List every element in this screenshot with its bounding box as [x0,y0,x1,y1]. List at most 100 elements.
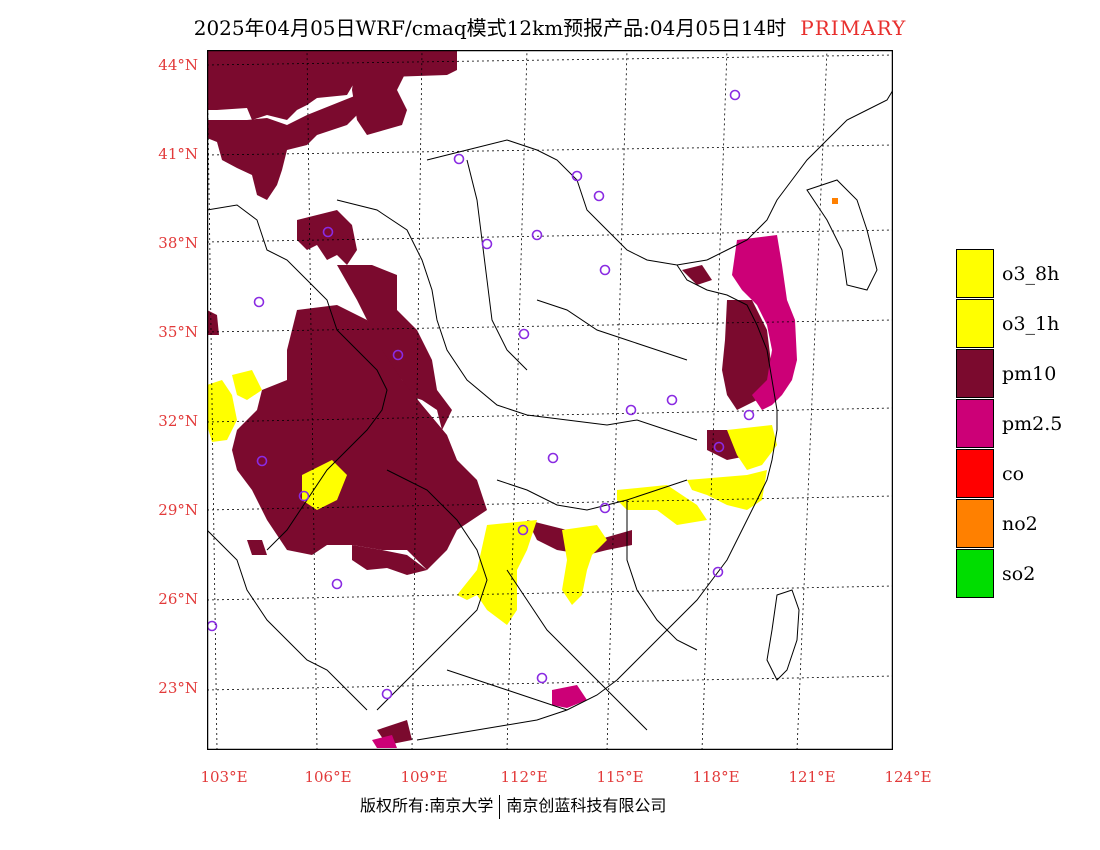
pm25-south-strip [372,735,397,748]
lat-tick-label: 26°N [158,590,198,608]
station-marker [298,490,310,502]
taiwan-outline [766,589,800,681]
legend-item-o3-1h: o3_1h [956,299,1100,349]
legend-swatch [956,549,994,598]
pm10-loess-region [337,265,452,430]
o3-coastal-patch [727,425,777,470]
lon-tick-label: 103°E [200,768,248,786]
station-markers [207,89,755,700]
lat-tick-label: 29°N [158,501,198,519]
legend-label: no2 [1002,513,1038,535]
lon-tick-label: 109°E [400,768,448,786]
copyright-footer: 版权所有:南京大学 南京创蓝科技有限公司 [360,792,666,819]
station-marker [729,89,741,101]
station-marker [625,404,637,416]
pm10-inner-mongolia-region [207,95,362,200]
legend-item-pm10: pm10 [956,349,1100,399]
pm10-layer [207,50,772,745]
station-marker [599,502,611,514]
legend-swatch [956,449,994,498]
graticule [207,50,893,750]
pm10-southwest-strip [247,540,267,555]
primary-label: PRIMARY [800,16,907,40]
chart-title: 2025年04月05日WRF/cmaq模式12km预报产品:04月05日14时 P… [0,12,1100,41]
pm10-west-edge-region [207,310,219,335]
footer-separator [499,794,501,819]
lat-tick-label: 38°N [158,234,198,252]
pm25-layer [372,235,797,748]
lon-tick-label: 124°E [884,768,932,786]
legend-swatch [956,349,994,398]
legend-swatch [956,399,994,448]
o3-hunan-patch [457,520,537,625]
lon-tick-label: 112°E [500,768,548,786]
station-marker [571,170,583,182]
coastline [416,89,893,741]
forecast-map [207,50,893,750]
lat-tick-label: 32°N [158,412,198,430]
o3-yunnan-patch [232,370,262,400]
o3-west-patch [207,380,237,442]
pm10-guizhou-region [352,545,427,575]
pm10-north-china-region [352,50,407,135]
station-marker [481,238,493,250]
o3-jiangxi-patch [562,525,607,605]
station-marker [593,190,605,202]
o3-fujian-band [617,485,707,525]
legend-label: o3_8h [1002,263,1060,285]
station-marker [253,296,265,308]
copyright-company: 南京创蓝科技有限公司 [506,796,667,815]
station-marker [743,409,755,421]
o3-zhejiang-band [687,470,767,510]
legend-item-o3-8h: o3_8h [956,249,1100,299]
station-marker [666,394,678,406]
o3-sichuan-patch [302,460,347,510]
legend-item-co: co [956,449,1100,499]
pm10-ordos-region [297,210,357,265]
station-marker [599,264,611,276]
station-marker [381,688,393,700]
legend-swatch [956,499,994,548]
station-marker [713,441,725,453]
legend-swatch [956,299,994,348]
station-marker [518,328,530,340]
lat-tick-label: 44°N [158,56,198,74]
lat-tick-label: 41°N [158,145,198,163]
legend-swatch [956,249,994,298]
lat-tick-label: 35°N [158,323,198,341]
pm25-guangdong-coast [552,685,587,708]
station-marker [453,153,465,165]
no2-speck [832,198,838,204]
legend-label: so2 [1002,563,1036,585]
legend-item-pm25: pm2.5 [956,399,1100,449]
title-text: 2025年04月05日WRF/cmaq模式12km预报产品:04月05日14时 [193,16,787,40]
korea-outline [806,179,878,291]
province-boundaries [207,139,708,731]
pm10-shandong-speck [682,265,712,285]
lon-tick-label: 115°E [596,768,644,786]
pm25-yellow-sea-coast [732,235,797,410]
station-marker [547,452,559,464]
legend-label: pm2.5 [1002,413,1063,435]
station-marker [331,578,343,590]
legend-label: o3_1h [1002,313,1060,335]
legend-label: co [1002,463,1025,485]
station-marker [536,672,548,684]
station-marker [392,349,404,361]
pm10-jiangsu-region [722,300,772,410]
legend-item-no2: no2 [956,499,1100,549]
lon-tick-label: 121°E [788,768,836,786]
station-marker [712,566,724,578]
station-marker [322,226,334,238]
o3-layer [207,370,777,625]
station-marker [531,229,543,241]
legend-item-so2: so2 [956,549,1100,599]
copyright-owner: 版权所有:南京大学 [360,796,494,815]
lon-tick-label: 118°E [692,768,740,786]
station-marker [517,524,529,536]
map-frame [207,50,893,750]
station-marker [256,455,268,467]
legend-label: pm10 [1002,363,1057,385]
lat-tick-label: 23°N [158,679,198,697]
lon-tick-label: 106°E [304,768,352,786]
